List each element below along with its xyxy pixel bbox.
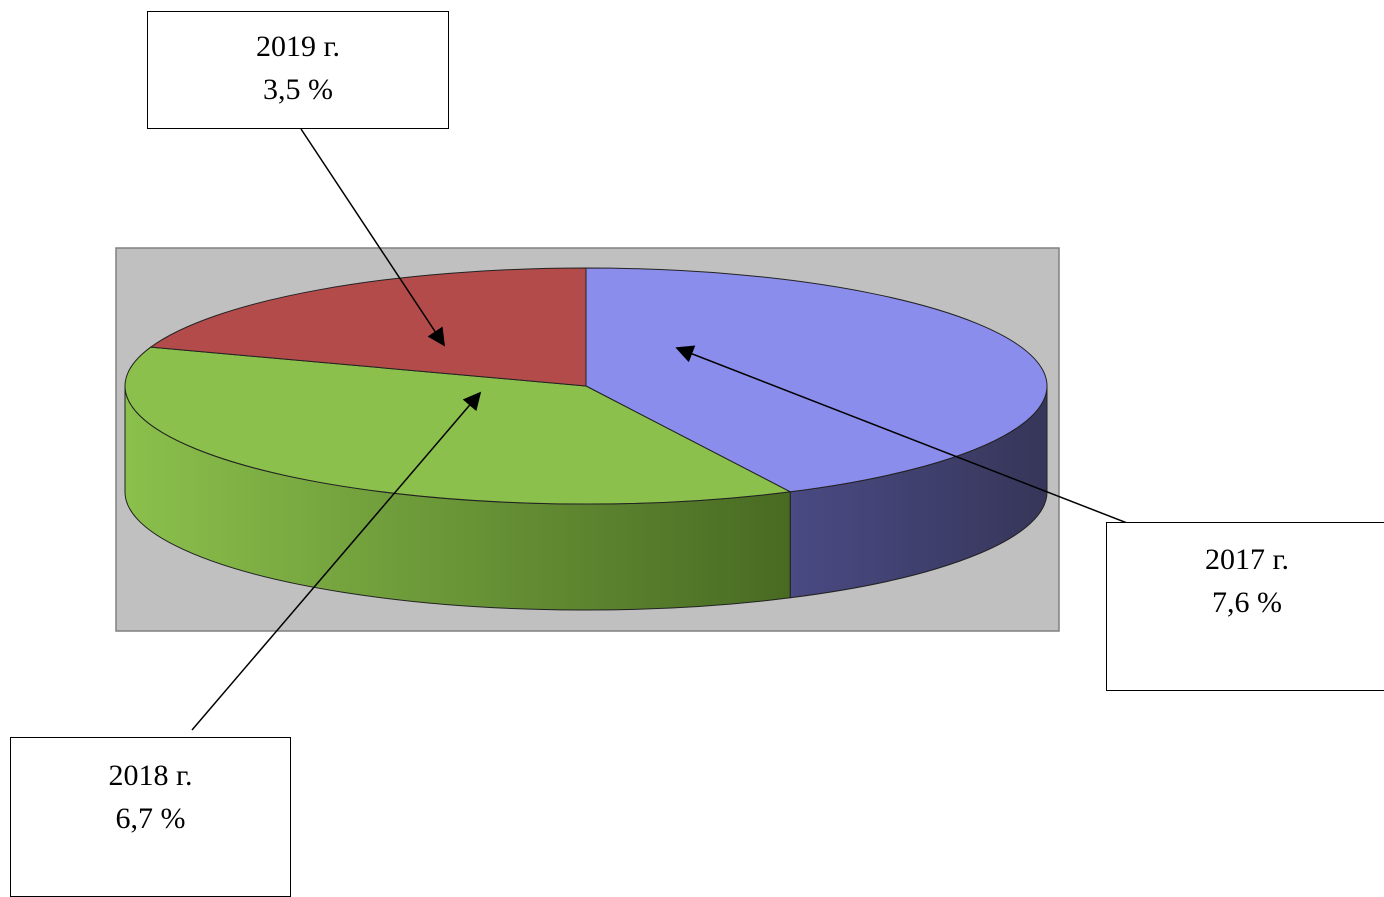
- leader-line-2019: [300, 128, 445, 347]
- callout-2019-year: 2019 г.: [256, 30, 340, 63]
- leader-line-2018: [191, 391, 482, 731]
- pie-slices: [124, 267, 1048, 611]
- callout-2018: 2018 г. 6,7 %: [10, 737, 291, 897]
- pie-slice-2017: [585, 267, 1048, 493]
- callout-leader-lines: [191, 128, 1159, 731]
- callout-2019-value: 3,5 %: [263, 73, 333, 106]
- callout-2019: 2019 г. 3,5 %: [147, 11, 449, 129]
- pie-slice-2019: [149, 267, 587, 387]
- leader-line-2017: [675, 345, 1159, 536]
- callout-2017: 2017 г. 7,6 %: [1106, 522, 1384, 691]
- callout-2017-year: 2017 г.: [1205, 543, 1289, 576]
- callout-2018-year: 2018 г.: [108, 759, 193, 792]
- pie-slice-2018: [124, 346, 792, 505]
- callout-2017-value: 7,6 %: [1212, 586, 1282, 619]
- callout-2018-value: 6,7 %: [115, 802, 186, 835]
